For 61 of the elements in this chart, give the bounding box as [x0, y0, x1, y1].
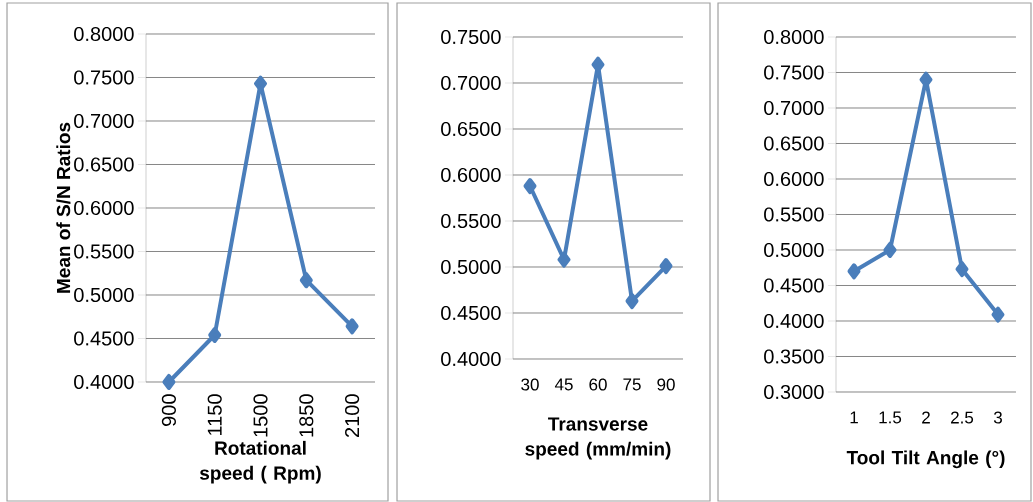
- x-tick-label: 90: [657, 378, 675, 391]
- point: [955, 261, 969, 278]
- point: [991, 306, 1005, 323]
- x-axis-title: Transverse speed (mm/min): [525, 417, 671, 460]
- y-tick-label: 0.4500: [74, 331, 134, 346]
- x-tick-label: 3: [993, 411, 1002, 424]
- y-tick-label: 0.3500: [764, 349, 824, 364]
- point: [625, 293, 639, 310]
- y-tick-label: 0.6500: [441, 121, 501, 137]
- y-tick-label: 0.7500: [764, 65, 824, 80]
- y-tick-label: 0.4000: [74, 374, 134, 390]
- y-tick-label: 0.4000: [441, 351, 501, 367]
- point: [557, 251, 571, 268]
- point: [208, 327, 222, 344]
- point: [345, 318, 359, 335]
- y-tick-label: 0.5000: [764, 242, 824, 258]
- y-tick-label: 0.5000: [74, 287, 134, 303]
- point: [847, 263, 861, 280]
- x-tick-label: 1850: [299, 394, 314, 437]
- x-tick-label: 1.5: [879, 411, 902, 424]
- y-tick-label: 0.3000: [764, 384, 824, 400]
- y-tick-label: 0.6000: [764, 171, 824, 187]
- x-tick-label: 2.5: [951, 411, 974, 424]
- y-tick-label: 0.5500: [441, 213, 501, 229]
- y-tick-label: 0.7000: [764, 100, 824, 116]
- y-tick-label: 0.5500: [764, 207, 824, 222]
- x-tick-label: 2: [922, 411, 930, 424]
- y-axis-title: Mean of S/N Ratios: [56, 122, 71, 293]
- y-tick-label: 0.7500: [74, 70, 134, 85]
- point: [162, 373, 176, 390]
- y-tick-label: 0.6000: [74, 200, 134, 216]
- y-tick-label: 0.7000: [74, 113, 134, 129]
- y-tick-label: 0.7500: [441, 29, 501, 45]
- y-tick-label: 0.6500: [764, 136, 824, 151]
- y-tick-label: 0.4000: [764, 313, 824, 329]
- x-tick-label: 30: [521, 378, 539, 391]
- y-tick-label: 0.4500: [764, 278, 824, 293]
- y-tick-label: 0.8000: [74, 26, 134, 42]
- y-tick-label: 0.5500: [74, 244, 134, 259]
- x-axis-title: Tool Tilt Angle (°): [846, 450, 1005, 469]
- y-tick-label: 0.8000: [764, 29, 824, 45]
- x-tick-label: 2100: [345, 394, 360, 438]
- x-tick-label: 75: [623, 378, 641, 391]
- x-tick-label: 1500: [253, 394, 268, 437]
- x-tick-label: 45: [554, 378, 573, 391]
- x-axis-title: Rotational speed ( Rpm): [199, 440, 321, 484]
- point: [591, 56, 605, 73]
- point: [883, 241, 897, 258]
- y-tick-label: 0.4500: [441, 305, 501, 321]
- x-tick-label: 900: [161, 394, 176, 426]
- y-tick-label: 0.7000: [441, 75, 501, 91]
- point: [299, 272, 313, 289]
- y-tick-label: 0.6500: [74, 157, 134, 172]
- y-tick-label: 0.6000: [441, 167, 501, 183]
- point: [254, 75, 268, 92]
- point: [659, 258, 673, 275]
- point: [523, 178, 537, 195]
- x-tick-label: 1: [850, 411, 858, 424]
- x-tick-label: 1150: [207, 394, 222, 436]
- y-tick-label: 0.5000: [441, 259, 501, 275]
- x-tick-label: 60: [589, 378, 607, 391]
